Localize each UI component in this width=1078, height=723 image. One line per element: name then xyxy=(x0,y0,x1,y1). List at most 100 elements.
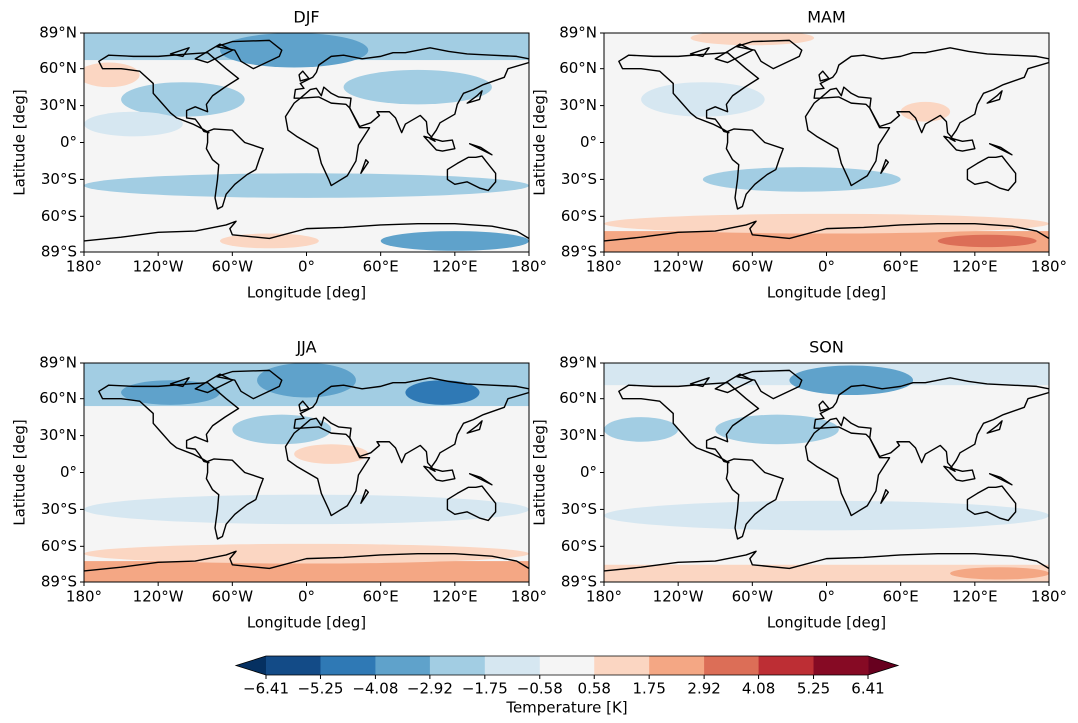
colorbar-tick-label: −2.92 xyxy=(407,680,453,698)
y-tick-label: 60°N xyxy=(559,389,597,407)
colorbar-tick-label: 5.25 xyxy=(797,680,830,698)
y-tick-label: 60°N xyxy=(39,59,77,77)
x-tick-label: 180° xyxy=(1031,588,1067,606)
x-tick-label: 180° xyxy=(586,258,622,276)
map-area xyxy=(84,33,529,252)
colorbar: −6.41 −5.25 −4.08 −2.92 −1.75 −0.58 0.58 1.75 2.… xyxy=(234,655,900,717)
x-tick-label: 120°E xyxy=(952,588,998,606)
y-axis-label: Latitude [deg] xyxy=(11,89,29,195)
colorbar-bin xyxy=(320,656,376,675)
x-tick-label: 180° xyxy=(511,258,547,276)
y-tick-label: 0° xyxy=(580,463,597,481)
map-area xyxy=(604,363,1049,582)
y-axis-label: Latitude [deg] xyxy=(531,419,549,525)
colorbar-tick-label: −0.58 xyxy=(517,680,563,698)
y-tick-label: 30°S xyxy=(41,170,77,188)
x-tick-label: 120°E xyxy=(432,258,478,276)
y-tick-label: 60°S xyxy=(561,537,597,555)
y-tick-label: 0° xyxy=(60,133,77,151)
y-tick-label: 89°N xyxy=(559,354,597,372)
x-tick-label: 0° xyxy=(818,258,835,276)
colorbar-tick-label: −1.75 xyxy=(462,680,508,698)
y-tick-label: 89°N xyxy=(559,24,597,42)
y-tick-label: 30°N xyxy=(559,426,597,444)
x-tick-label: 120°E xyxy=(952,258,998,276)
colorbar-bin xyxy=(429,656,486,675)
x-axis-label: Longitude [deg] xyxy=(767,614,886,632)
panel-title: MAM xyxy=(807,8,846,27)
colorbar-bin xyxy=(649,656,705,675)
y-tick-label: 60°S xyxy=(561,207,597,225)
colorbar-label: Temperature [K] xyxy=(505,699,627,717)
y-axis-label: Latitude [deg] xyxy=(531,89,549,195)
x-tick-label: 0° xyxy=(818,588,835,606)
colorbar-bin xyxy=(813,656,869,675)
colorbar-tick-label: 1.75 xyxy=(632,680,665,698)
x-axis-label: Longitude [deg] xyxy=(767,284,886,302)
x-tick-label: 60°E xyxy=(883,588,919,606)
y-tick-label: 89°S xyxy=(41,573,77,591)
y-tick-label: 89°S xyxy=(41,243,77,261)
colorbar-tick-label: 2.92 xyxy=(687,680,720,698)
colorbar-bin xyxy=(484,656,541,675)
colorbar-extend-high xyxy=(868,656,898,675)
x-tick-label: 60°W xyxy=(732,588,774,606)
x-tick-label: 120°W xyxy=(653,588,704,606)
colorbar-tick-label: 0.58 xyxy=(578,680,611,698)
x-tick-label: 120°W xyxy=(133,258,184,276)
y-tick-label: 0° xyxy=(60,463,77,481)
map-panel: 180° 120°W 60°W 0° 60°E 120°E 180°89°S60°S30°S… xyxy=(531,338,1068,632)
x-tick-label: 120°W xyxy=(653,258,704,276)
map-panel: 180° 120°W 60°W 0° 60°E 120°E 180°89°S60°S30°S… xyxy=(11,8,548,302)
colorbar-bin xyxy=(539,656,595,675)
y-tick-label: 60°S xyxy=(41,537,77,555)
y-tick-label: 60°S xyxy=(41,207,77,225)
y-axis-label: Latitude [deg] xyxy=(11,419,29,525)
map-panel: 180° 120°W 60°W 0° 60°E 120°E 180°89°S60°S30°S… xyxy=(11,338,548,632)
y-tick-label: 89°S xyxy=(561,573,597,591)
y-tick-label: 60°N xyxy=(559,59,597,77)
colorbar-extend-low xyxy=(236,656,266,675)
x-tick-label: 180° xyxy=(586,588,622,606)
panel-title: SON xyxy=(809,338,844,357)
x-tick-label: 0° xyxy=(298,258,315,276)
x-tick-label: 60°W xyxy=(212,258,254,276)
colorbar-tick-label: −5.25 xyxy=(297,680,343,698)
y-tick-label: 89°N xyxy=(39,354,77,372)
y-tick-label: 30°S xyxy=(561,500,597,518)
x-tick-label: 60°W xyxy=(732,258,774,276)
y-tick-label: 30°S xyxy=(41,500,77,518)
y-tick-label: 60°N xyxy=(39,389,77,407)
x-axis-label: Longitude [deg] xyxy=(247,614,366,632)
y-tick-label: 30°S xyxy=(561,170,597,188)
colorbar-tick-label: 6.41 xyxy=(851,680,884,698)
x-tick-label: 60°E xyxy=(883,258,919,276)
x-tick-label: 0° xyxy=(298,588,315,606)
colorbar-bin xyxy=(594,656,650,675)
x-tick-label: 60°W xyxy=(212,588,254,606)
colorbar-tick-label: 4.08 xyxy=(742,680,775,698)
colorbar-bin xyxy=(266,656,321,675)
x-tick-label: 120°E xyxy=(432,588,478,606)
map-panel: 180° 120°W 60°W 0° 60°E 120°E 180°89°S60°S30°S… xyxy=(531,8,1068,302)
x-tick-label: 60°E xyxy=(363,588,399,606)
x-tick-label: 180° xyxy=(511,588,547,606)
y-tick-label: 30°N xyxy=(559,96,597,114)
panel-title: JJA xyxy=(295,338,316,357)
colorbar-bin xyxy=(375,656,431,675)
colorbar-tick-label: −6.41 xyxy=(243,680,289,698)
x-tick-label: 180° xyxy=(66,258,102,276)
y-tick-label: 0° xyxy=(580,133,597,151)
x-tick-label: 120°W xyxy=(133,588,184,606)
map-area xyxy=(604,33,1049,252)
y-tick-label: 30°N xyxy=(39,96,77,114)
x-tick-label: 180° xyxy=(1031,258,1067,276)
y-tick-label: 89°N xyxy=(39,24,77,42)
colorbar-bin xyxy=(704,656,760,675)
colorbar-tick-label: −4.08 xyxy=(352,680,398,698)
x-tick-label: 180° xyxy=(66,588,102,606)
y-tick-label: 30°N xyxy=(39,426,77,444)
panel-title: DJF xyxy=(293,8,319,27)
x-tick-label: 60°E xyxy=(363,258,399,276)
